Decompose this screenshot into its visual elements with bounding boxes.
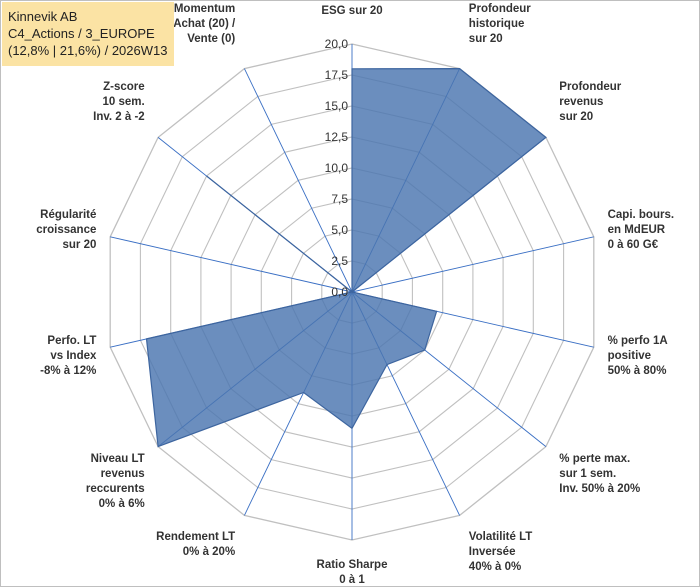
axis-label-2: Profondeur historique sur 20 [469,3,531,45]
axis-label-5-line-3: 50% à 80% [608,365,667,377]
tick-label-3: 7,5 [331,192,348,206]
series-area [145,67,547,448]
axis-label-6-line-2: sur 1 sem. [559,468,616,480]
axis-label-10-line-2: revenus [101,468,145,480]
axis-label-3-line-3: sur 20 [559,111,593,123]
axis-label-6-line-3: Inv. 50% à 20% [559,483,640,495]
axis-label-12-line-3: sur 20 [63,239,97,251]
axis-label-5-line-2: positive [608,350,651,362]
axis-label-10: Niveau LT revenus reccurents 0% à 6% [86,453,145,510]
axis-label-9: Rendement LT 0% à 20% [156,531,235,558]
axis-label-7: Volatilité LT Inversée 40% à 0% [469,531,532,573]
axis-label-5-line-1: % perfo 1A [608,335,668,347]
axis-label-13: Z-score 10 sem. Inv. 2 à -2 [93,81,145,123]
axis-label-12: Régularité croissance sur 20 [36,209,96,251]
axis-label-12-line-1: Régularité [40,209,96,221]
radial-tick-labels: 0,0 2,5 5,0 7,5 10,0 12,5 15,0 17,5 20,0 [325,37,349,299]
axis-label-14-line-3: Vente (0) [187,33,235,45]
axis-label-14-line-1: Momentum [174,3,235,15]
axis-label-13-line-1: Z-score [103,81,145,93]
tick-label-8: 20,0 [325,37,349,51]
axis-label-3: Profondeur revenus sur 20 [559,81,621,123]
axis-label-3-line-2: revenus [559,96,603,108]
category-label: C4_Actions / 3_EUROPE [8,26,155,41]
axis-labels: Note ESG sur 20 Profondeur historique sur 20… [36,0,674,586]
axis-label-10-line-1: Niveau LT [91,453,145,465]
axis-label-5: % perfo 1A positive 50% à 80% [608,335,668,377]
axis-label-7-line-3: 40% à 0% [469,561,521,573]
axis-label-6-line-1: % perte max. [559,453,630,465]
tick-label-5: 12,5 [325,130,349,144]
axis-label-8-line-2: 0 à 1 [339,574,365,586]
axis-label-9-line-1: Rendement LT [156,531,235,543]
axis-label-11-line-1: Perfo. LT [47,335,96,347]
tick-label-6: 15,0 [325,99,349,113]
axis-label-1: Note ESG sur 20 [321,0,382,17]
axis-label-9-line-2: 0% à 20% [183,546,235,558]
axis-label-2-line-2: historique [469,18,525,30]
axis-label-4-line-1: Capi. bours. [608,209,674,221]
axis-label-1-line-2: ESG sur 20 [321,5,382,17]
axis-label-8-line-1: Ratio Sharpe [317,559,388,571]
axis-label-13-line-3: Inv. 2 à -2 [93,111,145,123]
axis-label-13-line-2: 10 sem. [102,96,144,108]
axis-label-11: Perfo. LT vs Index -8% à 12% [40,335,97,377]
axis-label-4-line-3: 0 à 60 G€ [608,239,659,251]
axis-label-8: Ratio Sharpe 0 à 1 [317,559,388,586]
tick-label-1: 2,5 [331,254,348,268]
axis-label-10-line-4: 0% à 6% [99,498,145,510]
axis-label-4: Capi. bours. en MdEUR 0 à 60 G€ [608,209,674,251]
axis-label-6: % perte max. sur 1 sem. Inv. 50% à 20% [559,453,640,495]
axis-label-1-line-1: Note [339,0,365,2]
tick-label-4: 10,0 [325,161,349,175]
axis-label-4-line-2: en MdEUR [608,224,666,236]
axis-label-14-line-2: Achat (20) / [173,18,236,30]
axis-spoke-12 [110,236,353,293]
tick-label-0: 0,0 [331,285,348,299]
axis-label-11-line-3: -8% à 12% [40,365,96,377]
axis-spoke-14 [243,68,353,293]
axis-label-2-line-3: sur 20 [469,33,503,45]
axis-label-2-line-1: Profondeur [469,3,531,15]
period-label: (12,8% | 21,6%) / 2026W13 [8,43,168,58]
company-name: Kinnevik AB [8,9,78,24]
axis-spoke-4 [351,236,594,293]
axis-label-14: Momentum Achat (20) / Vente (0) [173,3,236,45]
axis-label-12-line-2: croissance [36,224,96,236]
axis-label-10-line-3: reccurents [86,483,145,495]
axis-label-3-line-1: Profondeur [559,81,621,93]
tick-label-2: 5,0 [331,223,348,237]
axis-label-7-line-2: Inversée [469,546,516,558]
tick-label-7: 17,5 [325,68,349,82]
axis-label-7-line-1: Volatilité LT [469,531,532,543]
axis-label-11-line-2: vs Index [50,350,97,362]
info-box: Kinnevik AB C4_Actions / 3_EUROPE (12,8%… [2,2,174,66]
